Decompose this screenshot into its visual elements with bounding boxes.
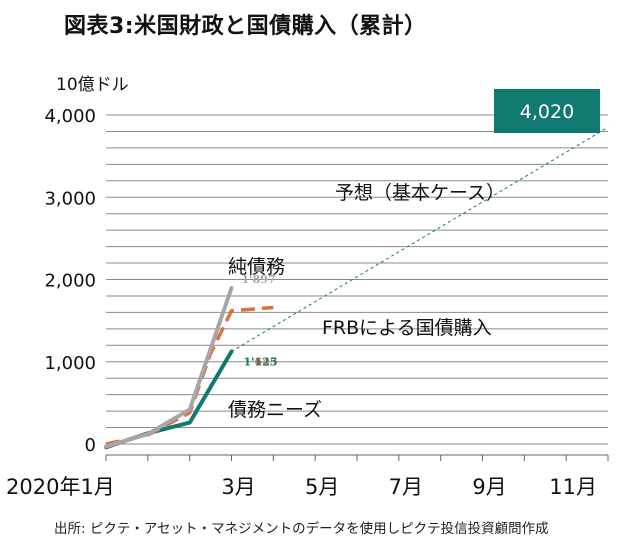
net-debt-annotation: 純債務 — [228, 256, 285, 278]
chart-title: 図表3:米国財政と国債購入（累計） — [64, 14, 427, 39]
callout-value: 4,020 — [520, 101, 574, 123]
x-tick-label: 3月 — [221, 475, 255, 499]
x-tick-label: 11月 — [549, 475, 597, 499]
debt-needs-annotation: 債務ニーズ — [228, 399, 322, 421]
callout-box — [494, 89, 600, 133]
series-line-0 — [104, 286, 234, 449]
grid-lines — [105, 114, 609, 461]
series-end-label-1: 1'643 — [244, 356, 278, 369]
series-end-label-0: 1'897 — [242, 273, 276, 286]
y-tick-label: 2,000 — [44, 271, 96, 292]
series-end-label-2: 1'125 — [244, 355, 278, 368]
series-line-2 — [104, 349, 234, 450]
y-tick-label: 1,000 — [44, 353, 96, 374]
x-tick-label: 5月 — [305, 475, 339, 499]
x-tick-label: 7月 — [389, 475, 423, 499]
x-tick-label: 9月 — [472, 475, 506, 499]
x-axis-ticks: 2020年1月 3月 5月 7月 9月 11月 — [6, 475, 597, 499]
y-tick-label: 4,000 — [44, 106, 96, 127]
source-note: 出所: ピクテ・アセット・マネジメントのデータを使用しピクテ投信投資顧問作成 — [54, 521, 549, 537]
y-tick-label: 0 — [85, 435, 96, 456]
y-axis-ticks: 0 1,000 2,000 3,000 4,000 — [44, 106, 96, 456]
forecast-callout: 4,020 — [494, 89, 600, 133]
forecast-annotation: 予想（基本ケース） — [335, 182, 505, 204]
x-tick-label: 2020年1月 — [6, 475, 115, 499]
y-axis-unit-label: 10億ドル — [56, 75, 129, 95]
y-tick-label: 3,000 — [44, 188, 96, 209]
frb-purchase-annotation: FRBによる国債購入 — [322, 317, 492, 339]
series-line-3 — [231, 126, 609, 352]
